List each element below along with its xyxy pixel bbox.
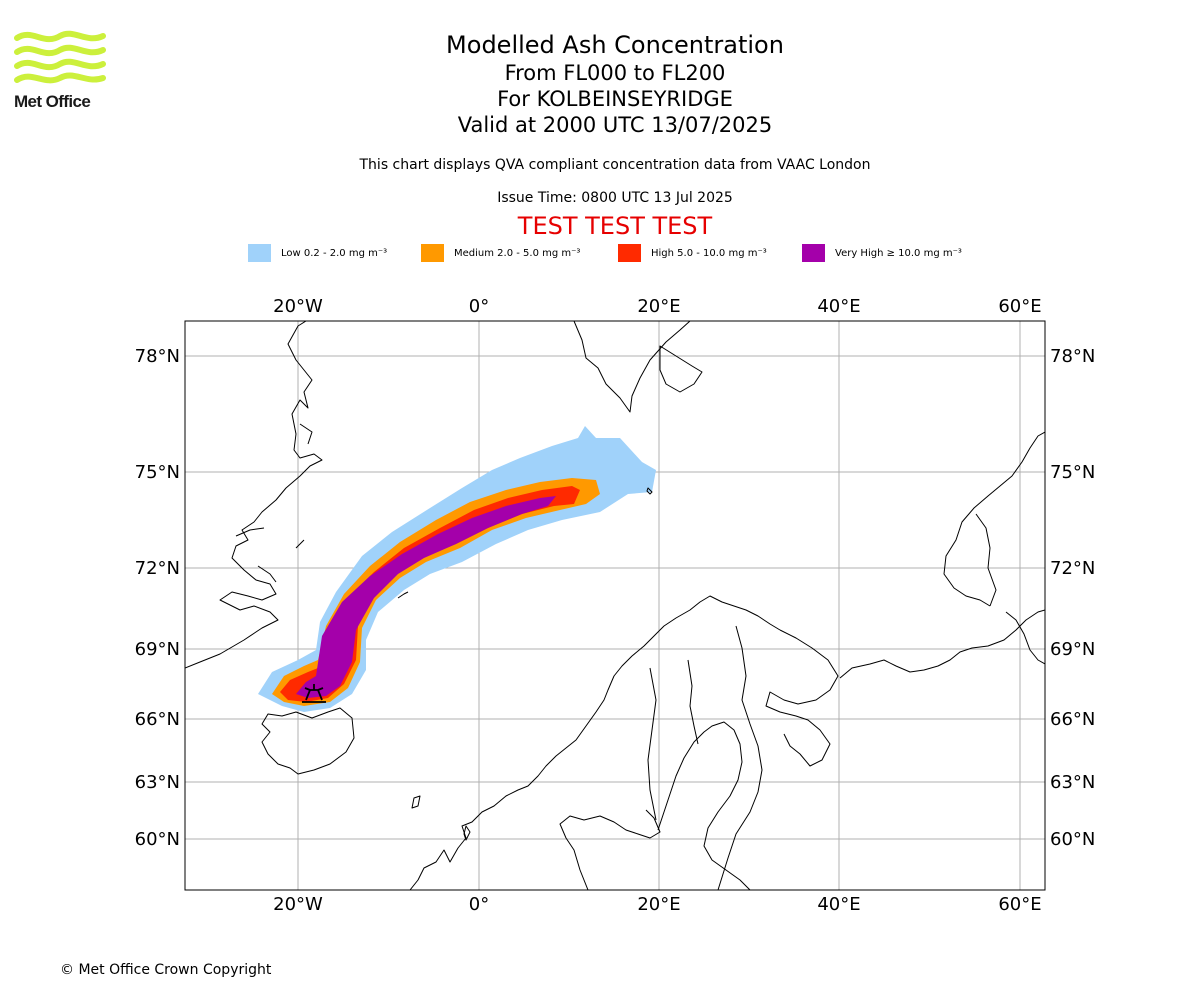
lat-label-right-63n: 63°N [1050,772,1095,793]
ash-plume [258,426,656,712]
lon-label-bottom-0: 0° [469,894,489,915]
lat-label-right-72n: 72°N [1050,558,1095,579]
flight-level-range: From FL000 to FL200 [504,61,726,85]
coast-norway-inner [559,809,661,890]
lat-label-left-78n: 78°N [135,346,180,367]
coast-novaya-zemlya-south [975,513,997,607]
lat-label-right-75n: 75°N [1050,462,1095,483]
legend-label-very-high: Very High ≥ 10.0 mg m⁻³ [835,247,962,259]
legend-swatch-very-high [802,244,825,262]
legend-swatch-low [248,244,271,262]
lat-label-left-72n: 72°N [135,558,180,579]
coast-greenland-fjord [235,423,313,583]
legend-item-very-high: Very High ≥ 10.0 mg m⁻³ [802,244,962,262]
coast-jan-mayen [397,591,409,599]
coast-faroes [411,795,421,809]
coast-baltic [657,721,751,890]
lon-label-top-40e: 40°E [817,296,860,317]
coast-kola [765,629,839,767]
lat-label-left-75n: 75°N [135,462,180,483]
coast-shetland [463,825,471,841]
chart-titles: Modelled Ash Concentration From FL000 to… [315,30,915,138]
legend-swatch-high [618,244,641,262]
lon-label-bottom-20w: 20°W [273,894,323,915]
lon-label-top-20w: 20°W [273,296,323,317]
border-finland-russia [717,625,763,890]
valid-time: Valid at 2000 UTC 13/07/2025 [457,113,773,137]
map-frame [184,320,1046,891]
qva-note: This chart displays QVA compliant concen… [359,157,871,173]
legend-label-low: Low 0.2 - 2.0 mg m⁻³ [281,247,388,259]
lat-label-left-63n: 63°N [135,772,180,793]
lon-label-bottom-60e: 60°E [998,894,1041,915]
logo-waves-icon [14,30,106,84]
lat-label-left-66n: 66°N [135,709,180,730]
lon-label-bottom-20e: 20°E [637,894,680,915]
coast-svalbard [573,321,691,413]
legend-item-medium: Medium 2.0 - 5.0 mg m⁻³ [421,244,580,262]
volcano-symbol [302,684,326,703]
coast-novaya-zemlya [943,431,1045,607]
coast-svalbard-east [659,345,703,393]
logo-name: Met Office [14,92,91,111]
coast-greenland [185,321,323,669]
map-gridlines [185,321,1045,890]
plume-high [280,486,580,702]
lat-label-right-66n: 66°N [1050,709,1095,730]
legend-item-high: High 5.0 - 10.0 mg m⁻³ [618,244,767,262]
met-office-logo: Met Office [14,30,106,114]
axis-labels: 20°W 0° 20°E 40°E 60°E 20°W 0° 20°E 40°E… [135,296,1096,915]
chart-title: Modelled Ash Concentration [446,31,784,59]
legend-swatch-medium [421,244,444,262]
border-sweden-finland [687,659,699,745]
legend-item-low: Low 0.2 - 2.0 mg m⁻³ [248,244,387,262]
border-norway-sweden [647,667,657,821]
copyright: © Met Office Crown Copyright [60,962,272,978]
lat-label-right-60n: 60°N [1050,829,1095,850]
lat-label-right-78n: 78°N [1050,346,1095,367]
lat-label-left-60n: 60°N [135,829,180,850]
plume-very-high [296,496,556,698]
coast-vaygach [1005,611,1045,665]
coast-iceland [261,707,355,775]
lon-label-bottom-40e: 40°E [817,894,860,915]
lon-label-top-0: 0° [469,296,489,317]
lat-label-right-69n: 69°N [1050,639,1095,660]
lat-label-left-69n: 69°N [135,639,180,660]
map-background [185,321,1045,890]
coast-bear-island [646,487,653,495]
legend-label-high: High 5.0 - 10.0 mg m⁻³ [651,247,767,259]
test-banner: TEST TEST TEST [517,212,713,240]
lon-label-top-60e: 60°E [998,296,1041,317]
legend-label-medium: Medium 2.0 - 5.0 mg m⁻³ [454,247,581,259]
volcano-name: For KOLBEINSEYRIDGE [497,87,733,111]
issue-time: Issue Time: 0800 UTC 13 Jul 2025 [497,190,733,206]
lon-label-top-20e: 20°E [637,296,680,317]
coast-norway [409,595,781,890]
coastlines [185,321,1045,890]
